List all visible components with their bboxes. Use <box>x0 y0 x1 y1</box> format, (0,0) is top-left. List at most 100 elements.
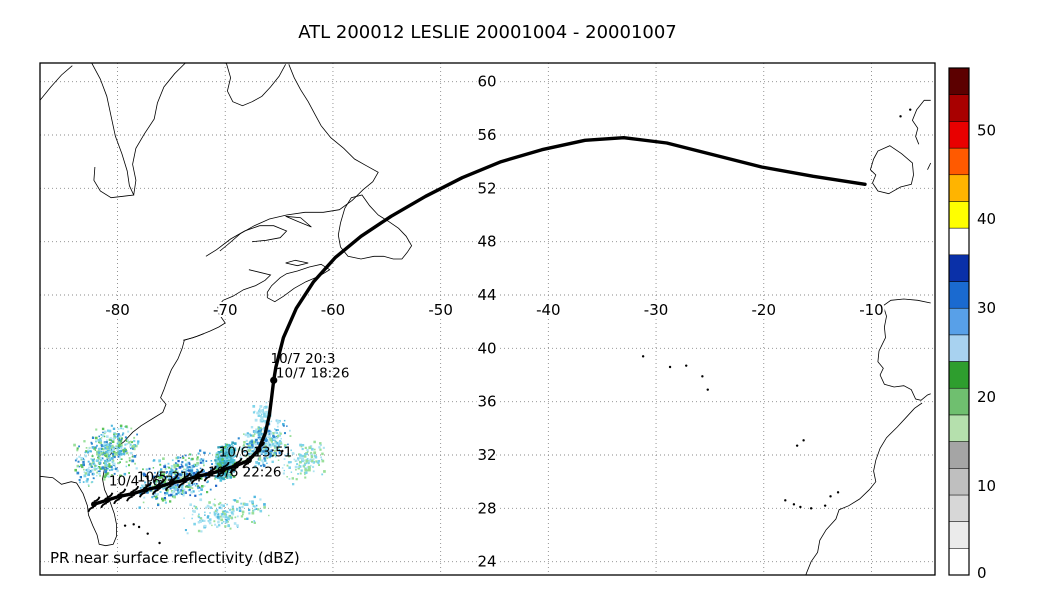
lon-label: -70 <box>213 301 238 319</box>
island-dot <box>909 108 912 111</box>
colorbar-tick-label: 0 <box>977 564 987 582</box>
island-dot <box>123 524 127 527</box>
coastline <box>183 333 204 341</box>
island-dot <box>809 507 813 510</box>
lat-label: 40 <box>477 339 496 357</box>
coastline <box>805 402 923 575</box>
track-time-label: 10/5 21:4 <box>137 470 202 486</box>
tropical-cyclone-icon <box>151 479 166 495</box>
coastline <box>911 99 931 145</box>
lon-label: -80 <box>105 301 130 319</box>
lon-label: -10 <box>859 301 884 319</box>
colorbar-segment <box>948 307 970 336</box>
colorbar-tick-label: 30 <box>977 299 996 317</box>
coastline <box>285 259 309 267</box>
tropical-cyclone-icon <box>164 475 178 491</box>
tropical-cyclone-icon <box>203 465 217 482</box>
island-dot <box>799 505 802 509</box>
lat-label: 32 <box>477 446 496 464</box>
lon-label: -20 <box>752 301 777 319</box>
island-dot <box>158 541 161 545</box>
island-dot <box>795 444 799 447</box>
colorbar-segment <box>948 334 970 362</box>
tropical-cyclone-icon <box>126 485 140 502</box>
observation-dot <box>270 376 278 384</box>
plot-border <box>39 62 936 576</box>
axis-labels: -80 -70 -60 -50 -40 -30 -20 -10 24 28 32 36 40 44 48 52… <box>103 71 885 573</box>
coastline <box>40 65 73 101</box>
lat-label: 52 <box>477 179 496 197</box>
tropical-cyclone-icon <box>100 492 114 509</box>
colorbar-segment <box>948 281 970 309</box>
island-dot <box>137 525 141 529</box>
island-dot <box>706 388 709 391</box>
island-dot <box>668 365 672 369</box>
lat-label: 60 <box>477 73 496 91</box>
colorbar-segment <box>948 441 970 469</box>
island-dot <box>899 115 902 118</box>
colorbar-segment <box>948 201 970 229</box>
colorbar-segment <box>948 521 970 549</box>
colorbar-tick-label: 20 <box>977 388 996 406</box>
island-dot <box>792 503 796 506</box>
track-time-label: 10/4 16:3 <box>109 474 174 490</box>
coastline <box>225 63 286 107</box>
colorbar: 0 10 20 30 40 50 <box>948 67 996 582</box>
lon-label: -40 <box>536 301 561 319</box>
tropical-cyclone-icon <box>229 457 243 474</box>
island-dot <box>784 499 787 502</box>
tropical-cyclone-icon <box>216 461 230 478</box>
coastline <box>219 64 379 252</box>
tropical-cyclone-icon <box>252 441 266 458</box>
coastline <box>205 225 288 257</box>
figure-title: ATL 200012 LESLIE 20001004 - 20001007 <box>298 22 677 43</box>
lon-label: -60 <box>321 301 346 319</box>
island-dot <box>641 355 645 358</box>
tropical-cyclone-icon <box>138 481 153 498</box>
track-labels: 10/7 20:310/7 18:26 10/6 13:51 10/6 22:26 1… <box>109 351 350 490</box>
coastline <box>337 194 413 260</box>
colorbar-tick-labels: 0 10 20 30 40 50 <box>977 121 996 582</box>
tropical-cyclone-icon <box>190 468 204 485</box>
island-dot <box>281 449 284 453</box>
coastline <box>285 215 312 228</box>
coastline-layer <box>40 63 932 575</box>
colorbar-border <box>948 67 970 576</box>
coastline <box>927 162 932 170</box>
storm-track <box>87 136 867 513</box>
lat-label: 36 <box>477 393 496 411</box>
lon-label: -30 <box>644 301 669 319</box>
coastline <box>869 145 914 195</box>
island-dot <box>823 504 827 507</box>
track-time-label: 10/6 13:51 <box>219 444 293 460</box>
colorbar-tick-label: 40 <box>977 210 996 228</box>
colorbar-tick-label: 50 <box>977 121 996 139</box>
lon-label: -50 <box>428 301 453 319</box>
lat-label: 48 <box>477 233 496 251</box>
colorbar-segment <box>948 468 970 496</box>
coastline <box>266 263 331 303</box>
track-time-label: 10/7 20:3 <box>271 351 336 367</box>
lat-label: 24 <box>477 553 496 571</box>
track-marker-cluster <box>87 441 266 513</box>
reflectivity-caption: PR near surface reflectivity (dBZ) <box>50 549 300 567</box>
colorbar-segment <box>948 94 970 122</box>
island-dot <box>829 495 832 498</box>
island-dot <box>836 491 840 494</box>
colorbar-segment <box>948 361 970 389</box>
colorbar-segment <box>948 67 970 95</box>
tropical-cyclone-icon <box>113 488 127 505</box>
colorbar-segment <box>948 147 970 176</box>
track-time-label: 10/7 18:26 <box>276 366 350 382</box>
lat-label: 28 <box>477 499 496 517</box>
colorbar-segment <box>948 174 970 202</box>
colorbar-segment <box>948 387 970 416</box>
coastline <box>91 63 135 199</box>
island-dot <box>802 439 805 442</box>
colorbar-segment <box>948 414 970 442</box>
lat-label: 56 <box>477 126 496 144</box>
island-dot <box>132 523 135 526</box>
colorbar-segment <box>948 227 970 256</box>
